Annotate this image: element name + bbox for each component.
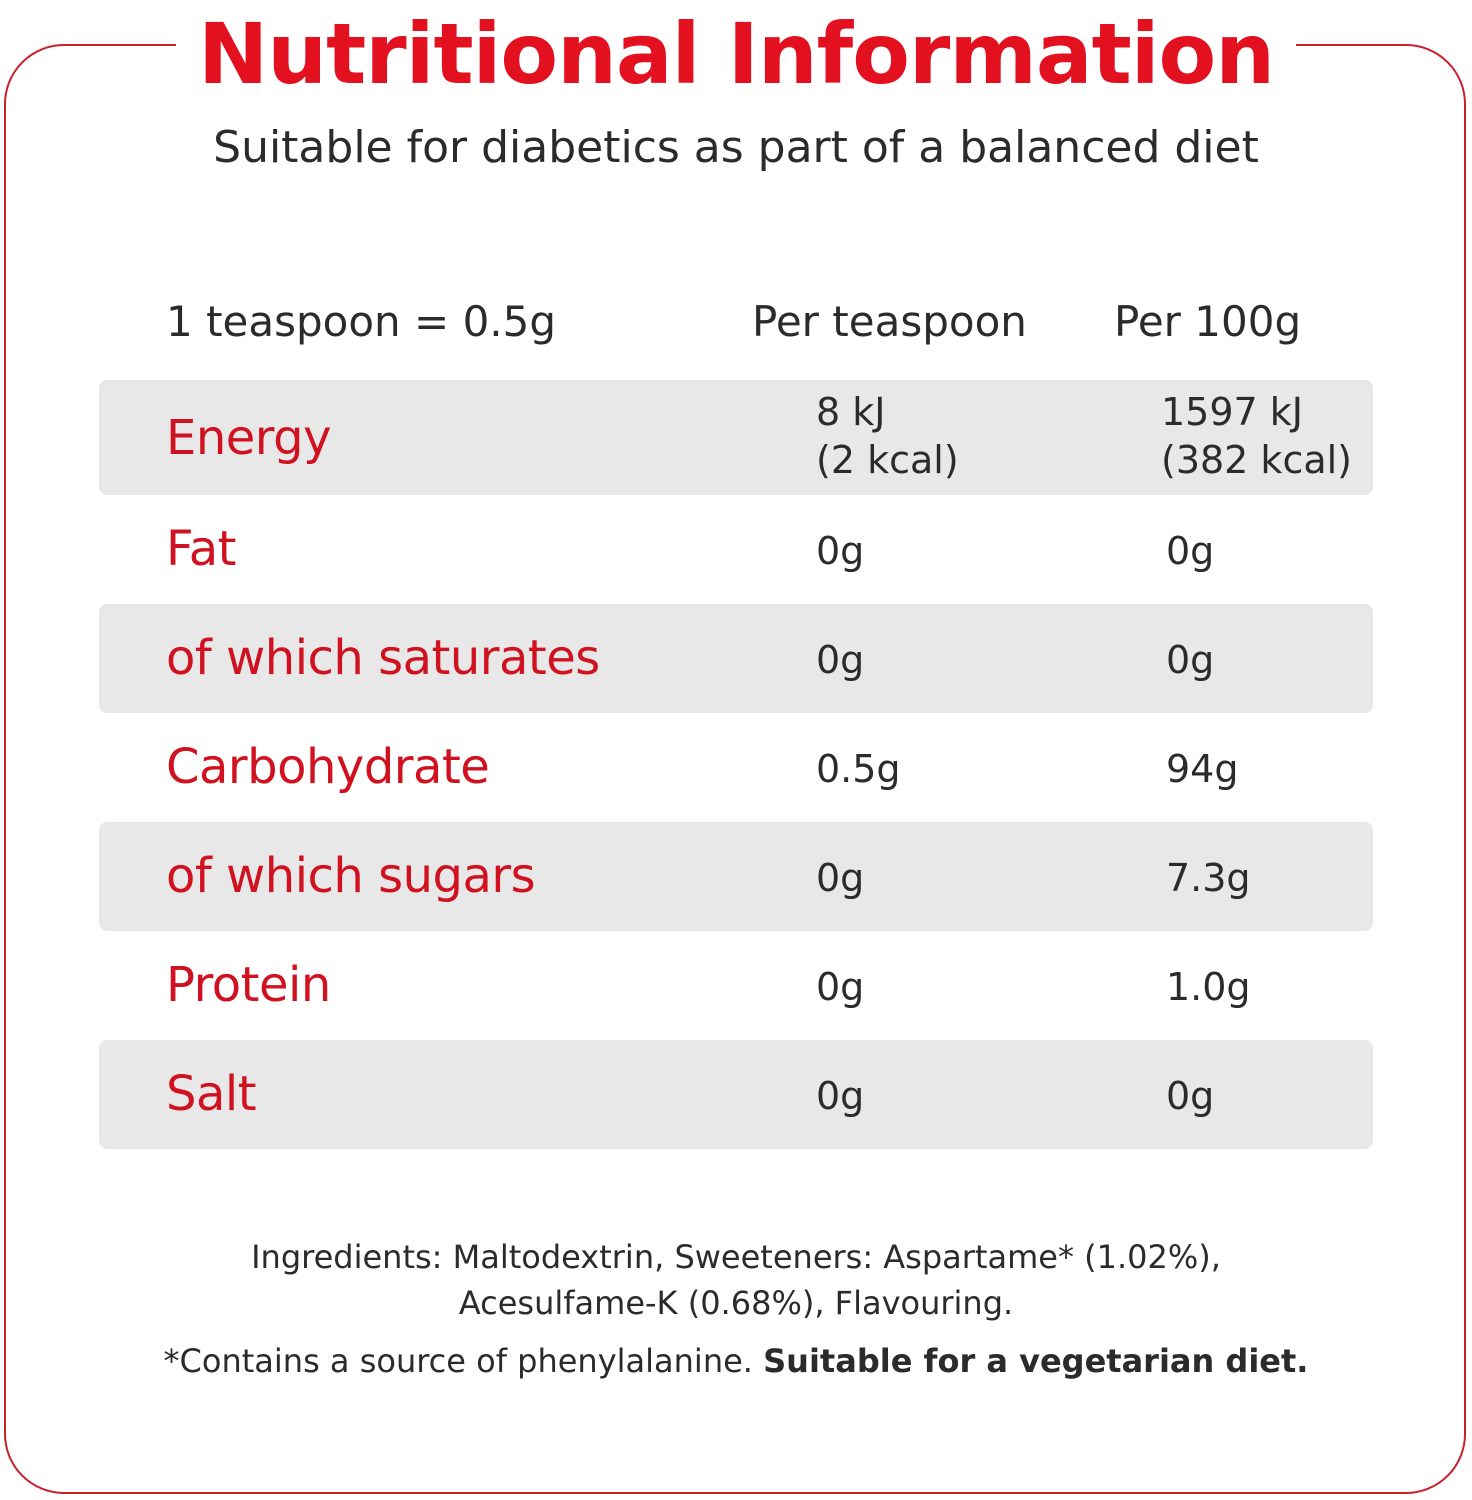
- value-per-100g: 1.0g: [1166, 965, 1251, 1009]
- value-kcal: (382 kcal): [1161, 438, 1353, 482]
- table-header: 1 teaspoon = 0.5g Per teaspoon Per 100g: [0, 292, 1472, 352]
- vegetarian-note: Suitable for a vegetarian diet.: [763, 1342, 1309, 1380]
- value-per-100g: 0g: [1166, 529, 1215, 573]
- value-per-100g: 0g: [1166, 638, 1215, 682]
- ingredients-line: Ingredients: Maltodextrin, Sweeteners: A…: [251, 1238, 1221, 1276]
- value-per-teaspoon: 0g: [816, 856, 865, 900]
- nutrient-label: of which sugars: [166, 848, 536, 904]
- value-per-teaspoon: 0g: [816, 638, 865, 682]
- header-per-teaspoon: Per teaspoon: [752, 297, 1027, 346]
- ingredients-line: Acesulfame-K (0.68%), Flavouring.: [458, 1284, 1014, 1322]
- ingredients-text: Ingredients: Maltodextrin, Sweeteners: A…: [0, 1234, 1472, 1326]
- value-kj: 1597 kJ: [1161, 390, 1303, 434]
- header-per-100g: Per 100g: [1114, 297, 1302, 346]
- nutrient-label: Energy: [166, 410, 332, 466]
- table-row-sugars: of which sugars 0g 7.3g: [99, 822, 1373, 931]
- nutrient-label: of which saturates: [166, 630, 600, 686]
- nutrient-label: Salt: [166, 1066, 257, 1122]
- page-title: Nutritional Information: [0, 5, 1472, 103]
- value-per-100g: 1597 kJ (382 kcal): [1161, 388, 1352, 484]
- value-per-teaspoon: 0g: [816, 529, 865, 573]
- table-row-carbohydrate: Carbohydrate 0.5g 94g: [99, 713, 1373, 822]
- table-row-energy: Energy 8 kJ (2 kcal) 1597 kJ (382 kcal): [99, 380, 1373, 495]
- value-per-teaspoon: 0g: [816, 965, 865, 1009]
- footnote: *Contains a source of phenylalanine. Sui…: [0, 1338, 1472, 1384]
- value-per-teaspoon: 0.5g: [816, 747, 901, 791]
- value-per-teaspoon: 0g: [816, 1074, 865, 1118]
- subtitle: Suitable for diabetics as part of a bala…: [213, 122, 1259, 173]
- nutrient-label: Fat: [166, 521, 236, 577]
- value-per-100g: 0g: [1166, 1074, 1215, 1118]
- nutrient-label: Carbohydrate: [166, 739, 490, 795]
- table-row-protein: Protein 0g 1.0g: [99, 931, 1373, 1040]
- nutrient-label: Protein: [166, 957, 331, 1013]
- nutrition-table: Energy 8 kJ (2 kcal) 1597 kJ (382 kcal) …: [99, 380, 1373, 1149]
- page-title-text: Nutritional Information: [175, 5, 1297, 103]
- value-per-100g: 7.3g: [1166, 856, 1251, 900]
- table-row-salt: Salt 0g 0g: [99, 1040, 1373, 1149]
- value-kcal: (2 kcal): [816, 438, 959, 482]
- table-row-fat: Fat 0g 0g: [99, 495, 1373, 604]
- value-per-100g: 94g: [1166, 747, 1239, 791]
- phenylalanine-note: *Contains a source of phenylalanine.: [163, 1342, 764, 1380]
- header-serving-size: 1 teaspoon = 0.5g: [166, 297, 557, 346]
- value-kj: 8 kJ: [816, 390, 886, 434]
- value-per-teaspoon: 8 kJ (2 kcal): [816, 388, 959, 484]
- table-row-saturates: of which saturates 0g 0g: [99, 604, 1373, 713]
